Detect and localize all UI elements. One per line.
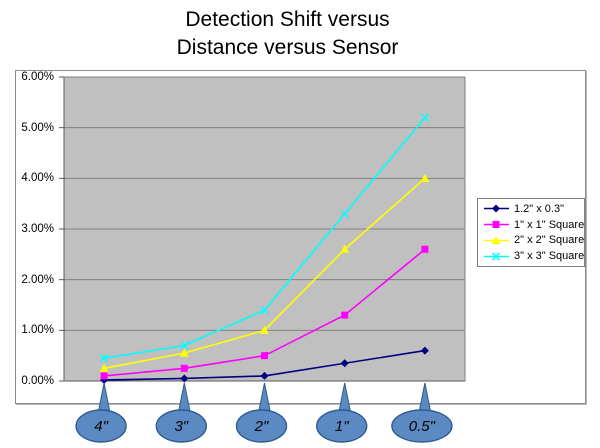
data-point-marker bbox=[261, 352, 268, 360]
data-point-marker bbox=[491, 235, 501, 244]
data-point-marker bbox=[180, 341, 189, 350]
data-point-marker bbox=[260, 325, 269, 334]
y-axis-tick-label: 0.00% bbox=[21, 375, 54, 387]
callout-bubble-fill bbox=[317, 411, 366, 441]
callout-label: 4" bbox=[94, 418, 108, 435]
data-point-marker bbox=[100, 372, 108, 380]
legend-label: 1" x 1" Square bbox=[514, 218, 585, 231]
x-callout: 3" bbox=[155, 382, 208, 443]
data-point-marker bbox=[260, 371, 269, 380]
legend-series-swatch-icon bbox=[484, 221, 509, 229]
data-point-marker bbox=[341, 311, 349, 319]
legend-series-swatch-icon bbox=[484, 204, 509, 213]
series-square bbox=[100, 245, 429, 380]
data-point-marker bbox=[340, 209, 349, 218]
legend-series-swatch-icon bbox=[484, 252, 509, 261]
callout-label: 2" bbox=[254, 418, 269, 435]
data-point-marker bbox=[421, 245, 429, 253]
callout-label: 3" bbox=[174, 418, 188, 435]
callout-pointer bbox=[338, 382, 352, 414]
callout-pointer bbox=[97, 382, 111, 414]
data-point-marker bbox=[260, 306, 269, 315]
callout-pointer bbox=[177, 382, 191, 414]
x-callout: 0.5" bbox=[391, 382, 453, 443]
callout-label: 1" bbox=[335, 418, 349, 435]
data-point-marker bbox=[491, 252, 501, 261]
data-point-marker bbox=[340, 244, 350, 253]
legend-item: 1" x 1" Square bbox=[483, 217, 584, 232]
callout-bubble-fill bbox=[77, 411, 125, 441]
data-point-marker bbox=[340, 359, 349, 368]
legend-label: 2" x 2" Square bbox=[514, 234, 585, 247]
chart-title-line1: Detection Shift versus bbox=[185, 8, 390, 31]
callout-bubble-fill bbox=[393, 411, 451, 441]
legend: 1.2" x 0.3" 1" x 1" Square 2" x 2" Square 3… bbox=[477, 198, 585, 267]
series-triangle bbox=[99, 173, 430, 372]
data-point-marker bbox=[492, 204, 500, 213]
legend-series-swatch-icon bbox=[484, 235, 509, 244]
data-point-marker bbox=[420, 346, 429, 355]
callout-bubble-fill bbox=[157, 411, 206, 441]
data-point-marker bbox=[180, 364, 188, 372]
callout-pointer bbox=[257, 382, 272, 414]
x-callout: 4" bbox=[75, 382, 127, 443]
callout-label: 0.5" bbox=[409, 418, 436, 435]
legend-label: 3" x 3" Square bbox=[514, 250, 585, 263]
legend-item: 1.2" x 0.3" bbox=[483, 201, 584, 216]
y-axis-tick-label: 2.00% bbox=[21, 273, 54, 286]
legend-item: 2" x 2" Square bbox=[483, 233, 584, 248]
data-point-marker bbox=[180, 374, 189, 383]
data-point-marker bbox=[179, 348, 189, 357]
callout-bubble-fill bbox=[237, 411, 286, 441]
chart-title-line2: Distance versus Sensor bbox=[176, 36, 399, 59]
y-axis-tick-label: 5.00% bbox=[21, 121, 54, 134]
y-axis-tick-label: 1.00% bbox=[21, 324, 54, 337]
data-point-marker bbox=[99, 363, 109, 372]
chart-title: Detection Shift versus Distance versus S… bbox=[0, 6, 575, 62]
data-point-marker bbox=[420, 113, 429, 122]
legend-item: 3" x 3" Square bbox=[483, 249, 584, 264]
y-axis-tick-label: 3.00% bbox=[21, 223, 54, 235]
x-callout: 2" bbox=[235, 382, 288, 443]
y-axis-tick-label: 4.00% bbox=[21, 172, 54, 185]
x-callout: 1" bbox=[316, 382, 368, 443]
data-point-marker bbox=[492, 221, 500, 229]
legend-label: 1.2" x 0.3" bbox=[514, 202, 565, 215]
y-axis-tick-label: 6.00% bbox=[21, 71, 54, 83]
series-x bbox=[100, 113, 429, 363]
data-point-marker bbox=[100, 354, 109, 363]
callout-pointer bbox=[418, 382, 432, 414]
data-point-marker bbox=[420, 173, 430, 182]
